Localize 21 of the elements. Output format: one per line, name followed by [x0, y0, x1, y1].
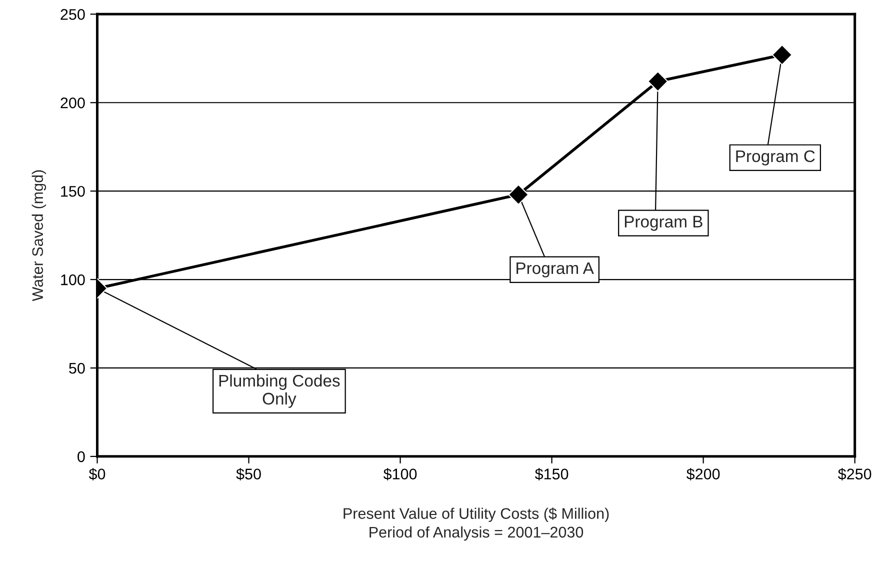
x-axis-title: Present Value of Utility Costs ($ Million) Period of Analysis = 2001–2030: [344, 507, 609, 541]
y-axis-title: Water Saved (mgd): [32, 170, 46, 302]
point: [508, 184, 529, 205]
x-tick-label: $250: [838, 468, 872, 480]
point: [648, 71, 668, 92]
annotation: Program B: [624, 216, 702, 231]
y-tick-label: 200: [60, 97, 85, 108]
annotation: Plumbing Codes Only: [219, 374, 340, 408]
annotation: Program C: [736, 150, 815, 166]
x-tick-label: $100: [383, 468, 417, 480]
x-tick-label: $200: [686, 468, 720, 480]
x-tick-label: $50: [236, 468, 261, 480]
x-tick-label: $0: [88, 468, 106, 480]
x-tick-label: $150: [534, 468, 568, 480]
y-tick-label: 100: [61, 274, 85, 286]
annotation: Program A: [516, 262, 594, 278]
y-tick-label: 150: [61, 186, 85, 197]
point: [772, 44, 792, 66]
y-tick-label: 250: [60, 9, 85, 20]
y-tick-label: 50: [69, 362, 85, 374]
y-tick-label: 0: [78, 451, 85, 462]
